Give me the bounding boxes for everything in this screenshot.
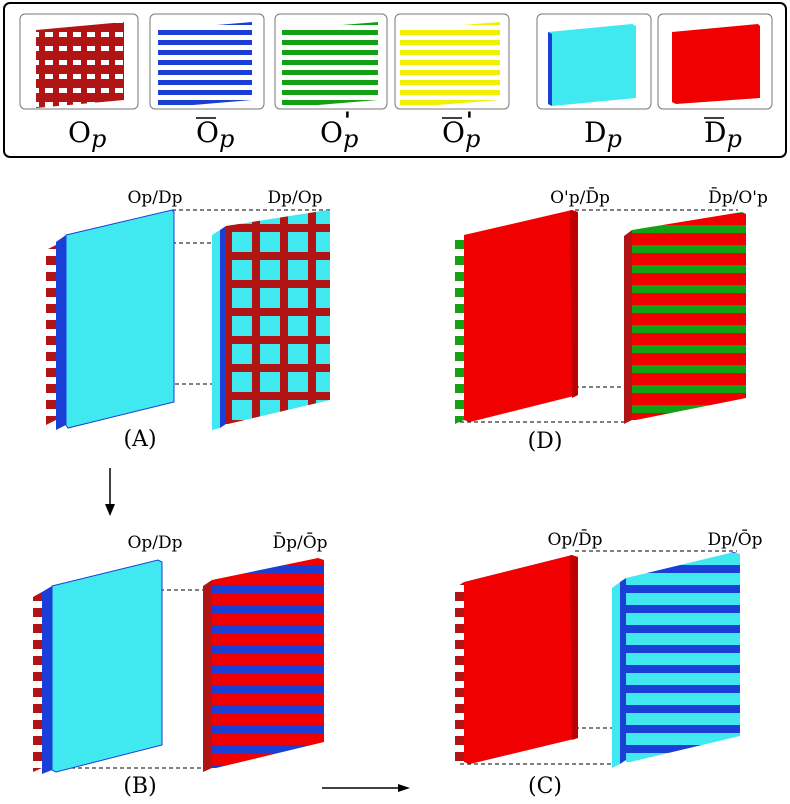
legend-label-1: Op bbox=[196, 116, 234, 153]
legend-label-0: Op bbox=[68, 116, 106, 153]
edge-strip bbox=[455, 582, 464, 766]
legend-swatch-dp bbox=[548, 24, 636, 106]
panel-caption: (D) bbox=[528, 429, 563, 454]
front-plate bbox=[65, 209, 175, 429]
legend-label-text: Dp bbox=[584, 116, 622, 153]
legend-swatch-op bbox=[36, 22, 124, 108]
back-plate bbox=[632, 212, 746, 420]
front-plate-label: Op/Dp bbox=[127, 533, 182, 553]
panel-caption: (C) bbox=[528, 774, 562, 799]
svg-text:': ' bbox=[344, 108, 351, 134]
front-plate bbox=[51, 559, 163, 773]
edge-strip bbox=[46, 245, 56, 425]
legend-label-text: Op bbox=[68, 116, 106, 153]
arrow-down bbox=[105, 468, 115, 516]
panel-c bbox=[455, 550, 740, 768]
panel-b bbox=[33, 558, 324, 774]
back-plate-label: D̄p/Ōp bbox=[272, 531, 327, 553]
arrow-right bbox=[322, 784, 410, 792]
legend-item-dp bbox=[536, 13, 652, 110]
legend-item-op-prime bbox=[274, 13, 388, 110]
legend-item-op-bar bbox=[149, 13, 265, 110]
svg-text:': ' bbox=[466, 108, 473, 134]
legend-swatch-op-prime bbox=[282, 22, 378, 108]
front-plate-label: Op/D̄p bbox=[547, 528, 602, 550]
panel-d bbox=[455, 209, 746, 424]
legend-label-text: Dp bbox=[704, 116, 742, 153]
panel-a bbox=[46, 209, 330, 430]
panel-caption: (A) bbox=[123, 427, 156, 452]
back-plate-label: D̄p/O'p bbox=[708, 186, 768, 208]
back-plate bbox=[626, 552, 740, 762]
legend-item-op bbox=[19, 13, 139, 110]
back-plate bbox=[226, 210, 330, 424]
legend-label-5: Dp bbox=[704, 116, 742, 153]
back-plate-label: Dp/Op bbox=[267, 188, 322, 208]
legend-item-op-bar-prime bbox=[394, 13, 510, 110]
legend-label-text: Op bbox=[196, 116, 234, 153]
front-plate-side bbox=[56, 235, 66, 430]
legend-label-text: Op bbox=[442, 116, 480, 153]
front-plate bbox=[464, 210, 578, 422]
back-plate bbox=[212, 558, 324, 768]
legend-label-2: Op' bbox=[320, 108, 358, 153]
legend: Op Op Op' Op' Dp Dp bbox=[3, 2, 787, 158]
legend-item-dp-bar bbox=[657, 13, 773, 110]
edge-strip bbox=[455, 235, 464, 424]
front-plate-label: O'p/D̄p bbox=[550, 186, 610, 208]
front-plate bbox=[464, 555, 578, 764]
front-plate-side bbox=[42, 586, 52, 774]
legend-swatch-op-bar-prime bbox=[400, 22, 500, 108]
legend-label-text: Op bbox=[320, 116, 358, 153]
front-plate-label: Op/Dp bbox=[127, 188, 182, 208]
panel-caption: (B) bbox=[123, 774, 156, 799]
edge-strip bbox=[33, 592, 42, 772]
legend-swatch-op-bar bbox=[158, 22, 252, 108]
legend-label-3: Op' bbox=[442, 108, 480, 153]
legend-swatch-dp-bar bbox=[672, 24, 760, 104]
legend-label-4: Dp bbox=[584, 116, 622, 153]
back-plate-label: Dp/Ōp bbox=[707, 529, 762, 550]
